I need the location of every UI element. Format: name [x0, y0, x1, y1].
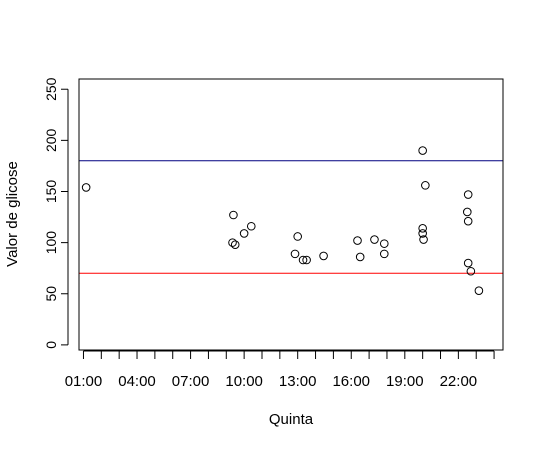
data-point-17 [418, 146, 427, 155]
data-point-26 [466, 266, 476, 276]
data-point-4 [230, 240, 240, 249]
data-point-22 [463, 190, 473, 199]
y-tick-label-100: 100 [43, 231, 59, 255]
data-point-8 [293, 232, 302, 241]
x-tick-label-1600: 16:00 [332, 373, 370, 390]
x-tick-label-2200: 22:00 [440, 373, 478, 390]
data-point-25 [463, 258, 473, 268]
x-tick-label-1000: 10:00 [225, 373, 263, 390]
y-tick-label-250: 250 [43, 77, 59, 101]
data-point-2 [229, 210, 238, 220]
data-point-12 [353, 236, 362, 245]
data-point-3 [228, 238, 237, 247]
data-point-14 [370, 235, 379, 244]
y-axis-label: Valor de glicose [4, 161, 21, 267]
data-point-15 [379, 239, 389, 248]
x-tick-label-1300: 13:00 [279, 373, 317, 390]
data-point-16 [379, 249, 389, 259]
data-point-23 [462, 207, 472, 217]
data-point-10 [302, 255, 311, 265]
data-point-13 [355, 252, 365, 262]
y-tick-label-200: 200 [43, 128, 59, 152]
data-point-5 [239, 229, 249, 238]
x-tick-label-1900: 19:00 [386, 373, 424, 390]
plot-frame [78, 78, 504, 351]
x-tick-label-0400: 04:00 [118, 373, 156, 390]
y-tick-label-50: 50 [43, 286, 59, 302]
data-point-24 [463, 216, 473, 226]
plot-layer: 0 50 100 150 200 250 01:00 04:00 07:00 10:00 13:00… [43, 77, 503, 390]
data-point-11 [319, 251, 328, 261]
data-point-9 [298, 255, 308, 265]
data-point-18 [421, 181, 430, 190]
data-point-21 [419, 235, 428, 244]
data-point-19 [418, 224, 427, 233]
data-point-20 [418, 229, 427, 238]
x-tick-label-0700: 07:00 [172, 373, 210, 390]
x-axis-label: Quinta [269, 411, 314, 428]
y-tick-label-0: 0 [43, 341, 59, 349]
x-tick-label-0100: 01:00 [65, 373, 103, 390]
y-tick-label-150: 150 [43, 180, 59, 204]
data-point-1 [81, 183, 91, 192]
data-point-27 [474, 286, 484, 295]
data-point-7 [290, 249, 300, 259]
data-point-6 [246, 221, 256, 231]
